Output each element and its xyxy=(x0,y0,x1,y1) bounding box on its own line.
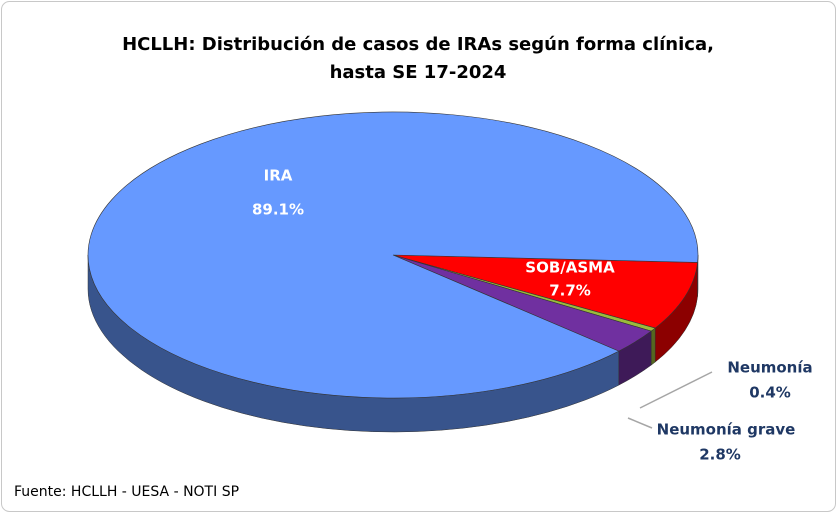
slice xyxy=(392,254,698,329)
slice-label: Neumonía grave xyxy=(657,421,796,439)
slice-label: Neumonía xyxy=(727,359,812,377)
leader-line xyxy=(639,371,713,409)
value-label: 7.7% xyxy=(549,282,591,300)
slice-label: IRA xyxy=(264,167,293,185)
chart-subtitle: hasta SE 17-2024 xyxy=(330,62,507,83)
leader-line xyxy=(627,417,653,429)
value-label: 89.1% xyxy=(252,201,304,219)
source: Fuente: HCLLH - UESA - NOTI SP xyxy=(14,484,239,500)
chart-title: HCLLH: Distribución de casos de IRAs seg… xyxy=(122,34,714,55)
value-label: 2.8% xyxy=(699,446,741,464)
value-label: 0.4% xyxy=(749,384,791,402)
slice xyxy=(87,111,699,399)
slice-label: SOB/ASMA xyxy=(525,259,615,277)
slice-side xyxy=(650,327,656,366)
